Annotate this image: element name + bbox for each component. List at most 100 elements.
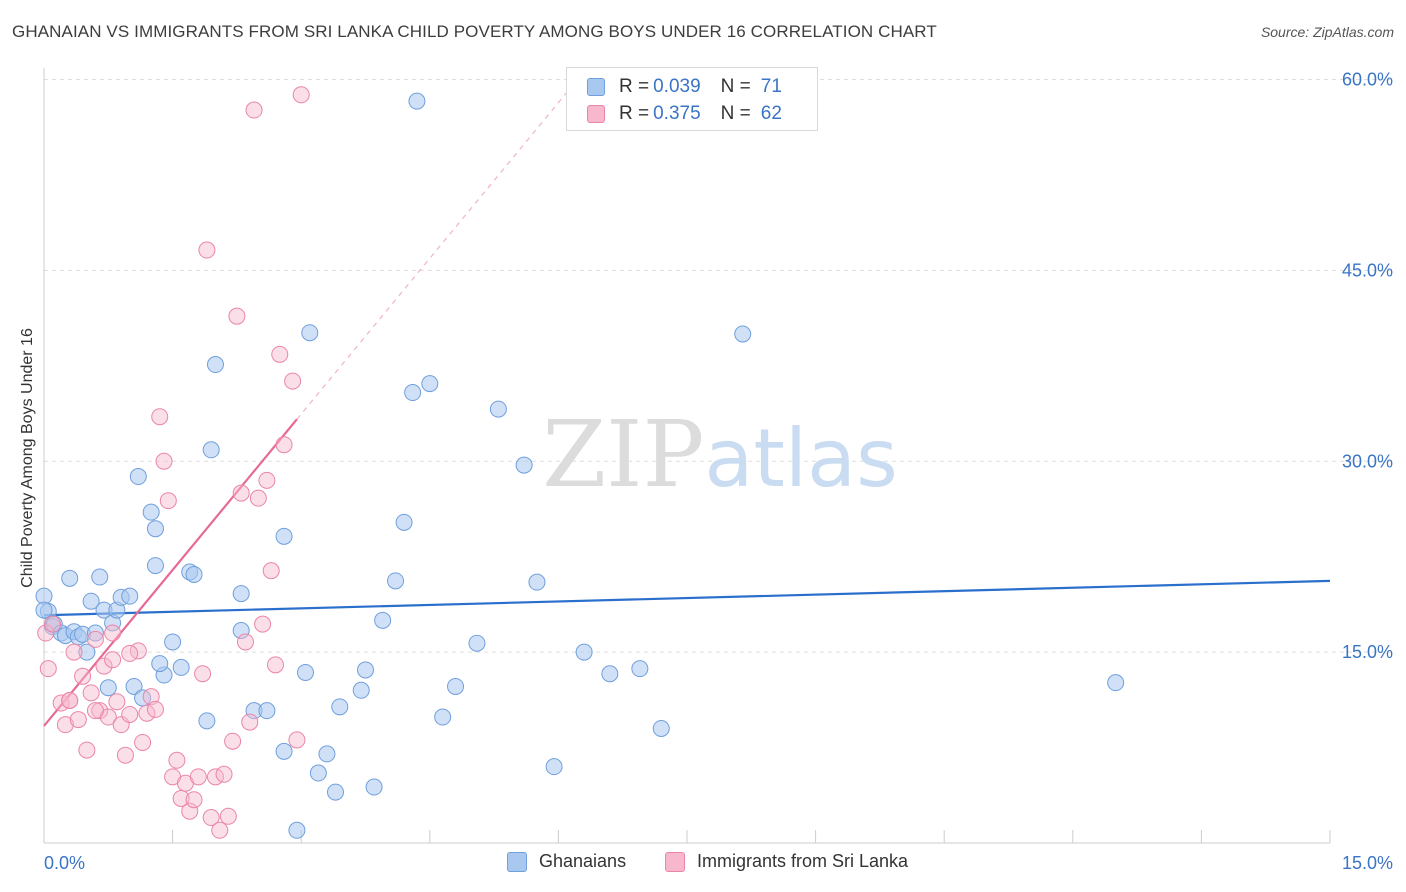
correlation-legend: R = 0.039 N = 71 R = 0.375 N = 62 [566, 67, 818, 131]
x-tick-label: 15.0% [1342, 853, 1393, 873]
gridlines [44, 79, 1392, 653]
data-point-sri-lanka [74, 667, 92, 685]
data-point-sri-lanka [211, 821, 229, 839]
data-point-sri-lanka [219, 807, 237, 825]
legend-item-ghanaians: Ghanaians [507, 851, 626, 872]
data-point-ghanaians [78, 643, 96, 661]
data-point-sri-lanka [138, 704, 156, 722]
data-point-ghanaians [206, 356, 224, 374]
data-point-sri-lanka [249, 489, 267, 507]
data-point-sri-lanka [284, 372, 302, 390]
data-point-sri-lanka [228, 307, 246, 325]
y-tick-label: 45.0% [1342, 260, 1393, 280]
data-point-ghanaians [35, 601, 53, 619]
data-point-ghanaians [142, 503, 160, 521]
data-point-sri-lanka [116, 746, 134, 764]
data-point-ghanaians [545, 758, 563, 776]
data-point-sri-lanka [151, 408, 169, 426]
data-point-sri-lanka [44, 615, 62, 633]
data-point-ghanaians [198, 712, 216, 730]
data-point-sri-lanka [262, 562, 280, 580]
series-sri-lanka [37, 86, 310, 839]
data-point-ghanaians [601, 665, 619, 683]
data-point-ghanaians [91, 568, 109, 586]
data-point-sri-lanka [121, 705, 139, 723]
data-point-ghanaians [202, 441, 220, 459]
data-point-sri-lanka [194, 665, 212, 683]
data-point-sri-lanka [82, 684, 100, 702]
data-point-sri-lanka [288, 731, 306, 749]
y-tick-label: 60.0% [1342, 70, 1393, 90]
data-point-sri-lanka [146, 700, 164, 718]
legend-swatch-pink [587, 105, 605, 123]
data-point-ghanaians [734, 325, 752, 343]
data-point-sri-lanka [232, 484, 250, 502]
data-point-sri-lanka [104, 624, 122, 642]
y-tick-label: 30.0% [1342, 451, 1393, 471]
data-point-sri-lanka [198, 241, 216, 259]
data-point-sri-lanka [292, 86, 310, 104]
data-point-ghanaians [468, 634, 486, 652]
legend-r-label: R = [619, 103, 650, 124]
legend-swatch-blue [587, 78, 605, 96]
data-point-sri-lanka [39, 660, 57, 678]
legend-r-label: R = [619, 76, 650, 97]
data-point-sri-lanka [168, 751, 186, 769]
data-point-sri-lanka [202, 809, 220, 827]
data-point-sri-lanka [56, 716, 74, 734]
x-tick-label: 0.0% [44, 853, 85, 873]
axes [43, 68, 1331, 844]
data-point-ghanaians [318, 745, 336, 763]
data-point-ghanaians [172, 658, 190, 676]
data-point-ghanaians [395, 513, 413, 531]
data-point-ghanaians [652, 719, 670, 737]
data-point-ghanaians [86, 624, 104, 642]
data-point-ghanaians [631, 660, 649, 678]
data-point-ghanaians [331, 698, 349, 716]
data-point-sri-lanka [241, 713, 259, 731]
legend-n-label: N = [720, 76, 751, 97]
data-point-sri-lanka [65, 643, 83, 661]
watermark-zip: ZIP [542, 401, 704, 508]
legend-r-value: 0.039 [653, 76, 701, 97]
chart-title: GHANAIAN VS IMMIGRANTS FROM SRI LANKA CH… [12, 22, 937, 41]
trend-line-sri-lanka [43, 418, 298, 727]
data-point-sri-lanka [185, 791, 203, 809]
legend-item-sri-lanka: Immigrants from Sri Lanka [665, 851, 908, 872]
data-point-ghanaians [326, 783, 344, 801]
data-point-sri-lanka [159, 492, 177, 510]
data-point-ghanaians [146, 557, 164, 575]
data-point-ghanaians [352, 681, 370, 699]
legend-label: Ghanaians [539, 851, 627, 871]
data-point-sri-lanka [142, 688, 160, 706]
data-point-ghanaians [374, 611, 392, 629]
legend-swatch-pink [665, 851, 685, 872]
data-point-ghanaians [447, 677, 465, 695]
data-point-ghanaians [82, 592, 100, 610]
data-point-sri-lanka [155, 452, 173, 470]
trend-lines [43, 91, 1331, 727]
data-point-sri-lanka [258, 471, 276, 489]
data-point-ghanaians [164, 633, 182, 651]
trend-line-sri-lanka-extension [296, 91, 568, 420]
data-point-ghanaians [528, 573, 546, 591]
data-point-ghanaians [275, 742, 293, 760]
data-point-ghanaians [129, 468, 147, 486]
data-point-ghanaians [357, 661, 374, 679]
legend-row-sri-lanka: R = 0.375 N = 62 [587, 102, 782, 126]
data-point-ghanaians [296, 663, 314, 681]
data-point-sri-lanka [245, 101, 263, 119]
data-point-sri-lanka [181, 802, 199, 820]
legend-n-value: 71 [760, 76, 782, 97]
watermark-atlas: atlas [704, 412, 897, 505]
legend-label: Immigrants from Sri Lanka [697, 851, 909, 871]
source-label: Source: ZipAtlas.com [1260, 24, 1394, 40]
data-point-sri-lanka [224, 732, 242, 750]
data-point-ghanaians [185, 566, 203, 584]
data-point-ghanaians [258, 702, 276, 720]
data-point-sri-lanka [189, 768, 207, 786]
y-tick-label: 15.0% [1342, 642, 1393, 662]
legend-row-ghanaians: R = 0.039 N = 71 [587, 75, 782, 99]
series-legend: Ghanaians Immigrants from Sri Lanka [0, 851, 1406, 877]
